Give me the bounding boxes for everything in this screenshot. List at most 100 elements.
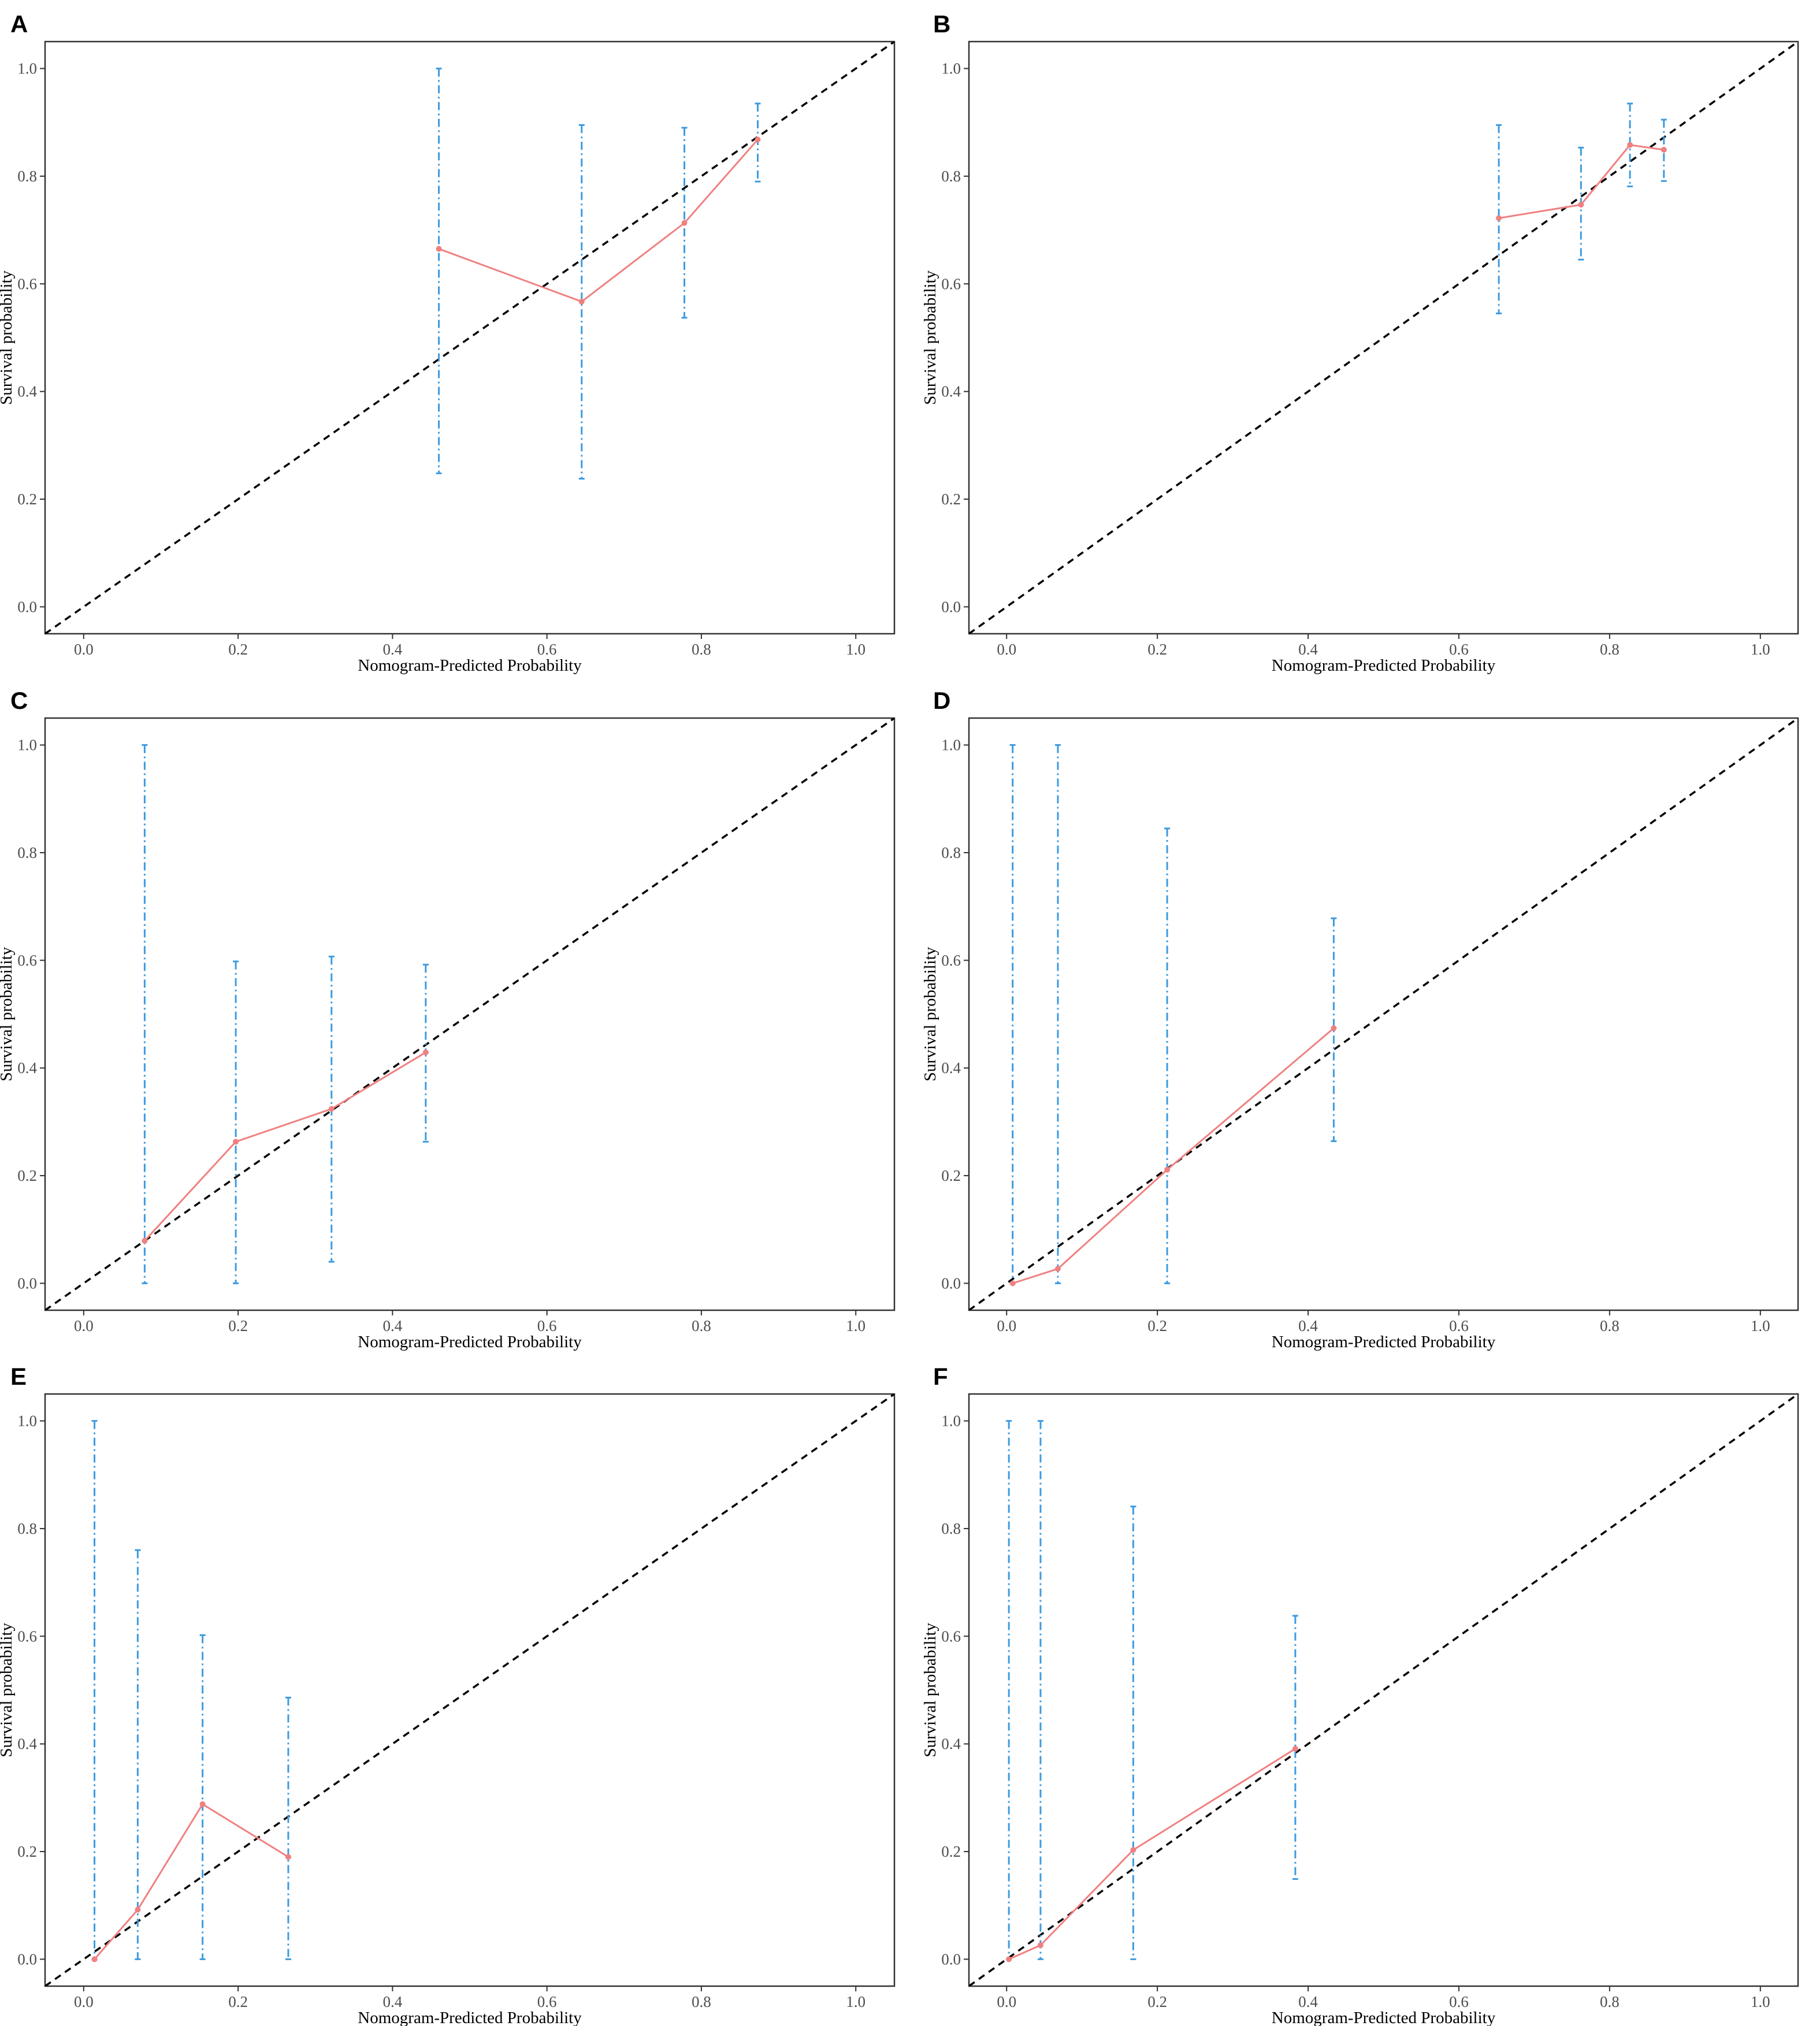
y-tick-label: 0.0: [17, 598, 37, 615]
x-axis-title: Nomogram-Predicted Probability: [1272, 656, 1496, 675]
calibration-point: [1496, 215, 1502, 221]
calibration-line: [439, 139, 759, 303]
x-tick-label: 0.0: [74, 641, 94, 658]
y-axis-title: Survival probability: [0, 1623, 16, 1757]
x-tick-label: 1.0: [1751, 1317, 1770, 1334]
x-tick-label: 0.6: [537, 641, 557, 658]
calibration-panel-f: F 0.0 0.2 0.4 0.6 0.8 1.0 0.0 0.2 0.4 0.6 0.8 1.0 Nom…: [921, 1363, 1799, 2026]
x-tick-label: 0.4: [382, 1993, 402, 2010]
calibration-point: [91, 1956, 98, 1962]
y-tick-label: 0.2: [941, 490, 961, 508]
calibration-line: [1498, 144, 1665, 220]
reference-diagonal: [969, 1394, 1798, 1986]
y-tick-label: 0.6: [17, 1627, 37, 1645]
calibration-line: [144, 1051, 426, 1241]
calibration-point: [681, 220, 688, 226]
y-tick-label: 1.0: [941, 1412, 961, 1430]
y-tick-label: 0.8: [941, 1520, 961, 1537]
x-tick-label: 0.2: [1147, 1993, 1167, 2010]
x-tick-label: 0.4: [1298, 1317, 1318, 1334]
calibration-panel-d: D 0.0 0.2 0.4 0.6 0.8 1.0 0.0 0.2 0.4 0.6 0.8 1.0 Nom…: [921, 687, 1799, 1351]
x-tick-label: 0.0: [997, 641, 1016, 658]
calibration-point: [1006, 1956, 1012, 1962]
reference-diagonal: [45, 42, 894, 634]
calibration-point: [1009, 1280, 1016, 1287]
calibration-point: [1661, 147, 1667, 153]
panel-letter: B: [933, 10, 950, 38]
x-tick-label: 0.6: [537, 1993, 557, 2010]
calibration-point: [1037, 1942, 1043, 1949]
plot-area: [969, 1394, 1798, 1986]
x-tick-label: 0.8: [692, 1993, 711, 2010]
x-tick-label: 0.4: [1298, 1993, 1318, 2010]
x-tick-label: 0.0: [74, 1317, 94, 1334]
y-axis-title: Survival probability: [921, 270, 939, 405]
calibration-line: [1012, 1027, 1335, 1284]
calibration-point: [285, 1854, 291, 1860]
y-tick-label: 0.6: [17, 951, 37, 969]
calibration-line: [94, 1802, 289, 1960]
x-tick-label: 1.0: [846, 1317, 866, 1334]
x-tick-label: 1.0: [846, 641, 866, 658]
x-axis-title: Nomogram-Predicted Probability: [358, 656, 582, 675]
calibration-line: [1008, 1748, 1296, 1960]
x-tick-label: 0.4: [382, 641, 402, 658]
calibration-point: [1331, 1025, 1337, 1031]
y-axis-title: Survival probability: [0, 947, 16, 1081]
reference-diagonal: [969, 718, 1798, 1310]
y-tick-label: 0.0: [941, 1950, 961, 1968]
y-tick-label: 0.0: [17, 1274, 37, 1292]
x-tick-label: 0.2: [1147, 641, 1167, 658]
x-tick-label: 0.8: [692, 641, 711, 658]
x-axis-title: Nomogram-Predicted Probability: [1272, 1333, 1496, 1351]
x-tick-label: 0.2: [228, 1993, 248, 2010]
y-tick-label: 0.6: [17, 275, 37, 292]
panel-letter: A: [10, 10, 28, 38]
plot-frame: [968, 717, 1799, 1311]
x-tick-label: 0.2: [228, 1317, 248, 1334]
x-tick-label: 0.8: [1600, 1993, 1620, 2010]
x-tick-label: 0.6: [1449, 1993, 1469, 2010]
x-tick-label: 0.6: [1449, 1317, 1469, 1334]
y-tick-label: 0.6: [941, 951, 961, 969]
x-tick-label: 0.0: [997, 1317, 1016, 1334]
calibration-point: [233, 1139, 239, 1145]
x-tick-label: 0.6: [1449, 641, 1469, 658]
calibration-point: [1054, 1266, 1061, 1272]
calibration-point: [1130, 1847, 1136, 1853]
y-axis-title: Survival probability: [921, 947, 939, 1081]
y-axis-title: Survival probability: [921, 1623, 939, 1757]
y-tick-label: 0.2: [17, 490, 37, 508]
y-tick-label: 0.2: [941, 1843, 961, 1860]
y-tick-label: 0.4: [941, 1735, 961, 1753]
y-tick-label: 0.4: [17, 1060, 37, 1077]
panel-letter: E: [10, 1363, 27, 1390]
calibration-point: [755, 136, 761, 143]
x-tick-label: 0.0: [997, 1993, 1016, 2010]
calibration-panel-a: A 0.0 0.2 0.4 0.6 0.8 1.0 0.0 0.2 0.4 0.6 0.8 1.0 Nom…: [0, 10, 896, 675]
calibration-point: [1292, 1746, 1298, 1752]
plot-frame: [968, 1393, 1799, 1987]
y-tick-label: 1.0: [17, 60, 37, 77]
plot-frame: [44, 40, 896, 635]
plot-frame: [44, 717, 896, 1311]
x-tick-label: 0.2: [228, 641, 248, 658]
plot-area: [969, 42, 1798, 634]
x-tick-label: 0.4: [1298, 641, 1318, 658]
x-tick-label: 0.6: [537, 1317, 557, 1334]
y-tick-label: 0.4: [941, 1060, 961, 1077]
y-tick-label: 1.0: [941, 737, 961, 754]
y-tick-label: 1.0: [17, 1412, 37, 1430]
calibration-point: [436, 246, 442, 252]
x-axis-title: Nomogram-Predicted Probability: [358, 1333, 582, 1351]
reference-diagonal: [45, 718, 894, 1310]
y-tick-label: 0.2: [17, 1167, 37, 1184]
y-tick-label: 0.8: [17, 168, 37, 185]
calibration-point: [328, 1106, 335, 1112]
x-tick-label: 1.0: [846, 1993, 866, 2010]
calibration-point: [1164, 1166, 1171, 1173]
panel-letter: D: [933, 687, 950, 714]
x-tick-label: 0.2: [1147, 1317, 1167, 1334]
calibration-point: [1578, 202, 1584, 208]
